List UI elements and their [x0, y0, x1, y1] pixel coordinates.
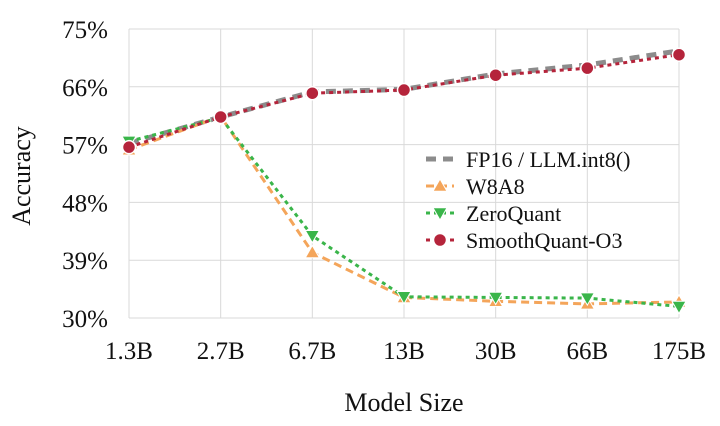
legend-label: W8A8: [466, 174, 525, 199]
data-point-marker: [432, 232, 448, 248]
x-tick-label: 13B: [383, 338, 425, 365]
y-tick-label: 66%: [62, 75, 108, 102]
legend-entry: SmoothQuant-O3: [426, 228, 622, 253]
x-axis-ticks: 1.3B 2.7B 6.7B 13B 30B 66B 175B: [105, 338, 706, 365]
y-tick-label: 75%: [62, 17, 108, 44]
y-axis-title: Accuracy: [7, 126, 36, 226]
x-tick-label: 1.3B: [105, 338, 153, 365]
x-tick-label: 66B: [566, 338, 608, 365]
data-point-marker: [580, 60, 595, 76]
x-tick-label: 6.7B: [288, 338, 336, 365]
data-point-marker: [432, 207, 448, 222]
data-point-marker: [671, 47, 687, 62]
x-tick-label: 30B: [475, 338, 517, 365]
legend-label: FP16 / LLM.int8(): [466, 147, 630, 172]
data-point-marker: [488, 67, 503, 83]
y-tick-label: 39%: [62, 248, 108, 275]
data-point-marker: [396, 291, 412, 305]
series: [121, 47, 687, 315]
series-3: [121, 47, 687, 155]
data-point-marker: [304, 230, 321, 244]
data-point-marker: [396, 82, 412, 98]
data-point-marker: [305, 85, 320, 101]
y-tick-label: 48%: [62, 190, 108, 217]
legend-entry: ZeroQuant: [426, 201, 561, 226]
legend-entry: FP16 / LLM.int8(): [426, 147, 630, 172]
legend-label: SmoothQuant-O3: [466, 228, 622, 253]
legend: FP16 / LLM.int8()W8A8ZeroQuantSmoothQuan…: [426, 147, 630, 253]
x-axis-title: Model Size: [344, 388, 463, 417]
data-point-marker: [579, 292, 596, 307]
x-tick-label: 2.7B: [197, 338, 245, 365]
y-axis-ticks: 30% 39% 48% 57% 66% 75%: [62, 17, 108, 333]
data-point-marker: [671, 300, 687, 315]
y-tick-label: 30%: [62, 306, 108, 333]
y-tick-label: 57%: [62, 133, 108, 160]
grid: [128, 28, 680, 319]
data-point-marker: [304, 244, 321, 259]
data-point-marker: [213, 109, 228, 125]
legend-label: ZeroQuant: [466, 201, 561, 226]
legend-entry: W8A8: [426, 174, 525, 199]
data-point-marker: [432, 177, 448, 192]
x-tick-label: 175B: [652, 338, 706, 365]
data-point-marker: [487, 291, 504, 306]
data-point-marker: [121, 139, 137, 155]
